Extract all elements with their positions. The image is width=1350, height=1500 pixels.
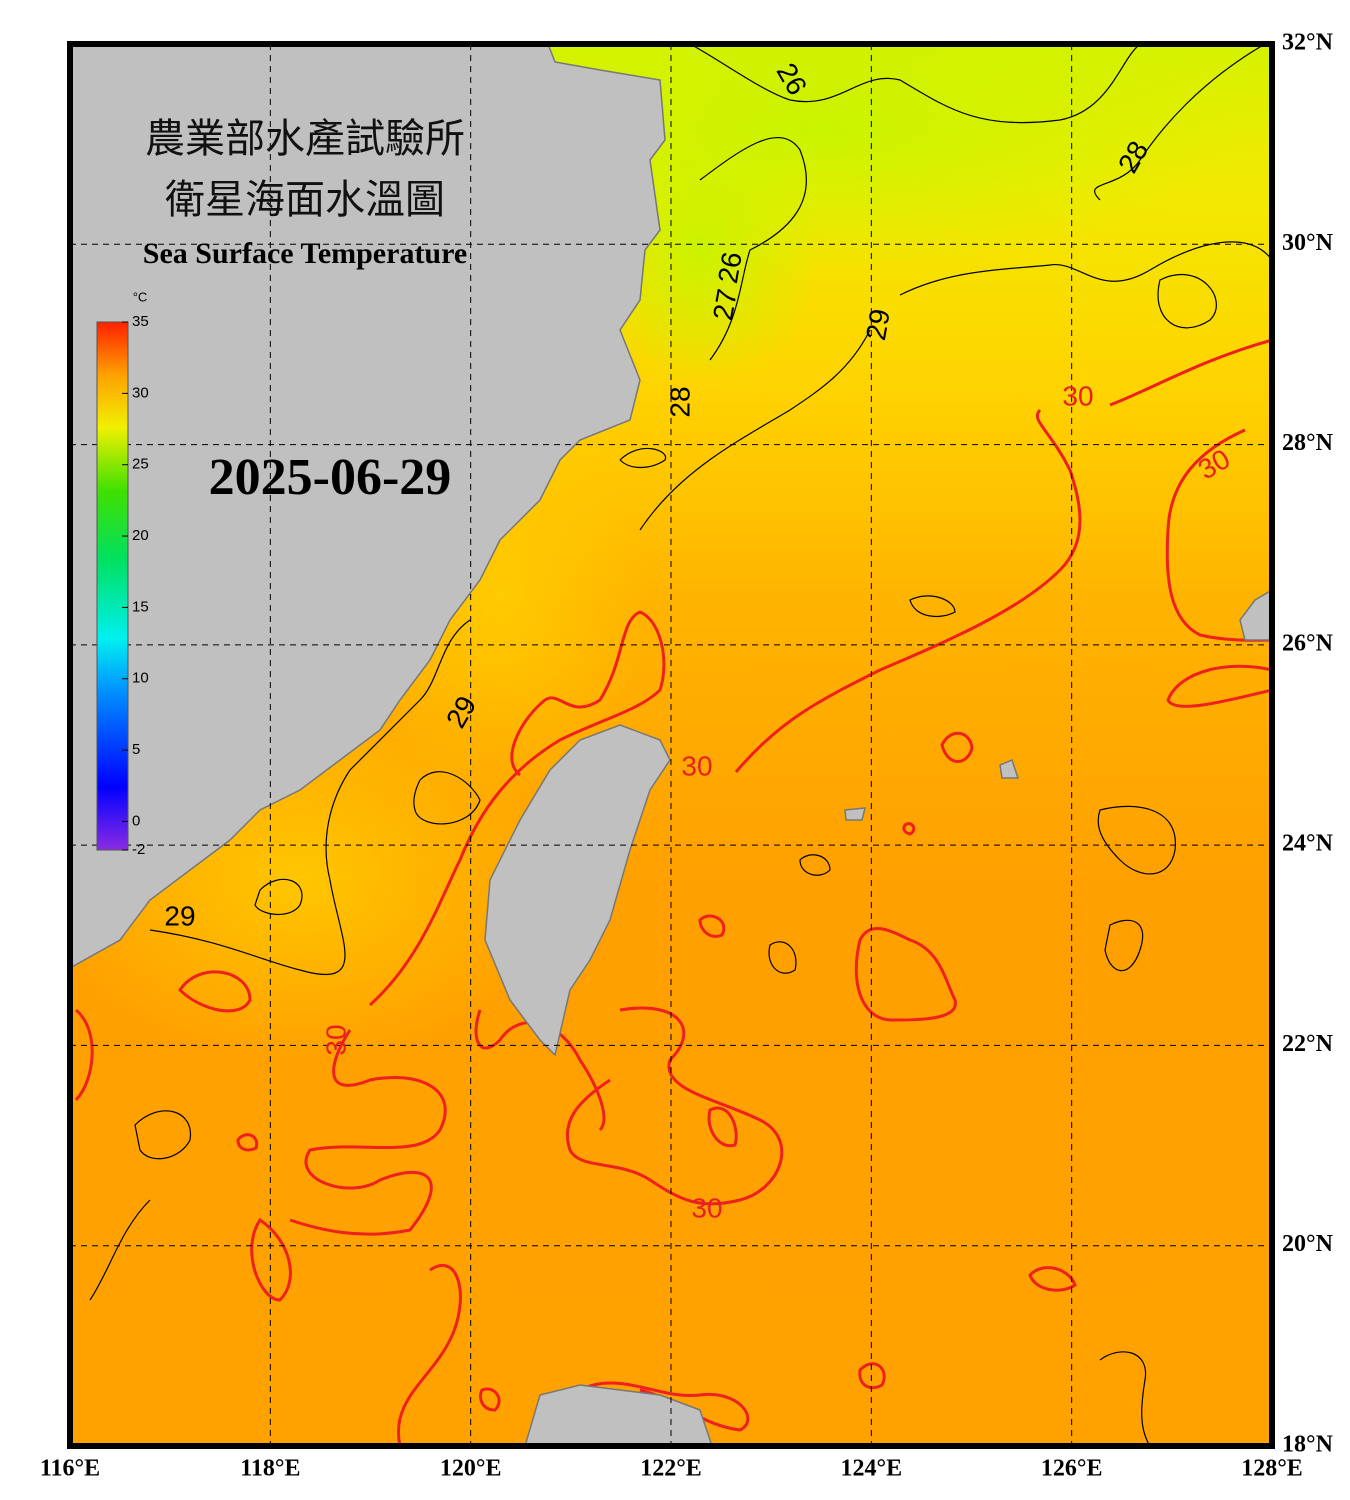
contour-label: 26 bbox=[712, 250, 748, 286]
lat-tick-label: 24°N bbox=[1282, 831, 1334, 857]
lat-tick-label: 30°N bbox=[1282, 230, 1334, 256]
date: 2025-06-29 bbox=[209, 449, 452, 506]
contours-30 bbox=[74, 338, 1272, 1446]
island bbox=[844, 807, 866, 821]
contour-label: 27 bbox=[707, 287, 743, 323]
lon-tick-label: 126°E bbox=[1041, 1456, 1103, 1482]
colorbar-tick-label: 15 bbox=[132, 598, 149, 615]
land bbox=[70, 44, 1272, 1446]
contour-label: 30 bbox=[681, 750, 712, 781]
lon-tick-label: 128°E bbox=[1241, 1456, 1303, 1482]
lat-tick-label: 32°N bbox=[1282, 30, 1334, 56]
map-area bbox=[70, 44, 1272, 1446]
lat-tick-label: 28°N bbox=[1282, 430, 1334, 456]
lat-tick-label: 26°N bbox=[1282, 630, 1334, 656]
lat-tick-label: 20°N bbox=[1282, 1231, 1334, 1257]
colorbar-tick-label: 25 bbox=[132, 456, 149, 473]
luzon bbox=[524, 1384, 713, 1446]
contour-label: 30 bbox=[1062, 380, 1093, 411]
title-zh-1: 農業部水產試驗所 bbox=[145, 116, 465, 161]
contour-label: 29 bbox=[860, 307, 896, 343]
lon-tick-label: 118°E bbox=[240, 1456, 300, 1482]
mainland bbox=[70, 44, 666, 969]
grid bbox=[70, 44, 1272, 1446]
colorbar-tick-label: 5 bbox=[132, 741, 140, 758]
colorbar-tick-label: 10 bbox=[132, 670, 149, 687]
subtitle: Sea Surface Temperature bbox=[143, 237, 467, 270]
contours-black bbox=[89, 44, 1272, 1446]
contour-label: 30 bbox=[691, 1192, 722, 1223]
colorbar-tick-label: 30 bbox=[132, 384, 149, 401]
contour-label: 30 bbox=[320, 1024, 351, 1055]
taiwan bbox=[484, 724, 671, 1057]
lon-tick-label: 116°E bbox=[40, 1456, 100, 1482]
colorbar-tick-label: 35 bbox=[132, 313, 149, 330]
island bbox=[1239, 589, 1272, 641]
contour-label: 29 bbox=[164, 900, 195, 931]
contour-label: 28 bbox=[664, 386, 695, 417]
map-frame bbox=[67, 41, 1275, 1449]
lat-tick-label: 18°N bbox=[1282, 1432, 1334, 1458]
colorbar-unit: °C bbox=[133, 289, 148, 304]
colorbar-ticks: 35 30 25 20 15 10 5 0 -2 bbox=[122, 313, 149, 858]
lat-tick-label: 22°N bbox=[1282, 1031, 1334, 1057]
colorbar-tick-label: 20 bbox=[132, 527, 149, 544]
title-zh-2: 衛星海面水溫圖 bbox=[165, 177, 445, 222]
colorbar-tick-label: -2 bbox=[132, 841, 145, 858]
axis-labels: 116°E 118°E 120°E 122°E 124°E 126°E 128°E18°N 2… bbox=[40, 30, 1334, 1482]
colorbar-tick-label: 0 bbox=[132, 812, 140, 829]
colorbar bbox=[96, 321, 129, 851]
lon-tick-label: 124°E bbox=[841, 1456, 903, 1482]
lon-tick-label: 120°E bbox=[440, 1456, 502, 1482]
island bbox=[999, 758, 1020, 779]
lon-tick-label: 122°E bbox=[640, 1456, 702, 1482]
